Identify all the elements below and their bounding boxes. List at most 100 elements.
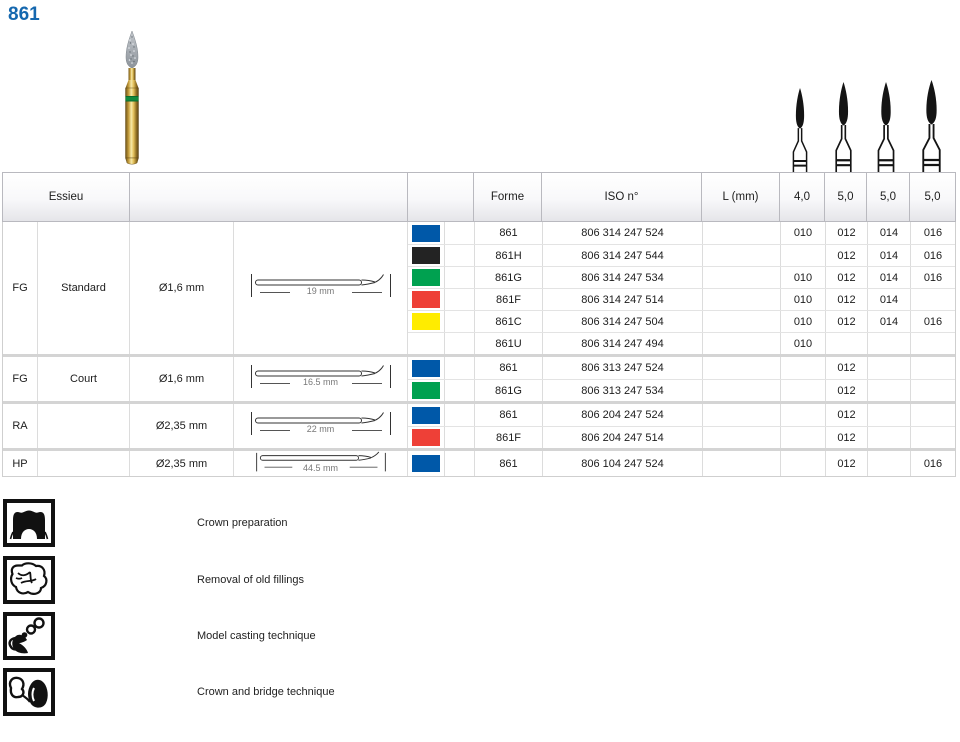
l-mm-cell (702, 289, 780, 310)
iso-number: 806 204 247 524 (542, 404, 702, 426)
forme-value: 861F (474, 427, 542, 448)
shaft-diagram: 44.5 mm (233, 451, 407, 476)
crown-preparation-icon (3, 499, 55, 547)
spacer-cell (444, 333, 474, 354)
product-row: 861F 806 204 247 514 012 (408, 426, 955, 448)
iso-number: 806 314 247 504 (542, 311, 702, 332)
header-size-4-0: 4,0 (779, 173, 824, 221)
l-mm-cell (702, 427, 780, 448)
forme-value: 861F (474, 289, 542, 310)
header-empty-1 (129, 173, 407, 221)
forme-value: 861G (474, 380, 542, 401)
bur-photo (125, 30, 139, 165)
shaft-length-label: 44.5 mm (302, 463, 338, 473)
size-cell: 012 (825, 289, 867, 310)
size-cell (910, 427, 955, 448)
size-cell: 012 (825, 222, 867, 244)
size-cell (867, 404, 910, 426)
l-mm-cell (702, 245, 780, 266)
header-iso: ISO n° (541, 173, 701, 221)
shaft-drawing-icon (250, 365, 391, 388)
size-cell: 016 (910, 222, 955, 244)
size-cell (780, 380, 825, 401)
shaft-drawing-icon (250, 412, 391, 435)
iso-number: 806 314 247 534 (542, 267, 702, 288)
shank-variant (37, 451, 129, 476)
iso-number: 806 313 247 524 (542, 357, 702, 379)
shank-type: FG (12, 282, 28, 294)
l-mm-cell (702, 267, 780, 288)
color-swatch (412, 406, 440, 424)
header-size-5-0a: 5,0 (824, 173, 866, 221)
diameter-value: Ø1,6 mm (129, 222, 233, 354)
bur-silhouette-5-0a (835, 82, 852, 172)
size-cell: 010 (780, 222, 825, 244)
legend-item: Crown and bridge technique (3, 668, 335, 716)
color-swatch (412, 429, 440, 446)
l-mm-cell (702, 357, 780, 379)
header-size-5-0b: 5,0 (866, 173, 909, 221)
color-swatch (412, 359, 440, 377)
size-cell: 012 (825, 357, 867, 379)
legend-label: Removal of old fillings (197, 574, 304, 586)
table-body: FG Standard Ø1,6 mm 19 mm (2, 222, 956, 477)
size-cell: 016 (910, 267, 955, 288)
size-cell (910, 333, 955, 354)
table-block-hp: HP Ø2,35 mm 44.5 mm (3, 448, 955, 476)
size-cell: 014 (867, 267, 910, 288)
color-swatch (412, 382, 440, 399)
shank-variant (37, 404, 129, 448)
l-mm-cell (702, 311, 780, 332)
shaft-diagram: 22 mm (233, 404, 407, 448)
shank-variant: Standard (37, 222, 129, 354)
diameter-value: Ø2,35 mm (129, 451, 233, 476)
legend-item: Removal of old fillings (3, 556, 304, 604)
size-cell (910, 380, 955, 401)
size-cell (780, 451, 825, 476)
shank-type: RA (12, 420, 28, 432)
header-forme: Forme (473, 173, 541, 221)
size-cell: 010 (780, 311, 825, 332)
removal-of-old-fillings-icon (3, 556, 55, 604)
spacer-cell (444, 404, 474, 426)
header-size-5-0c: 5,0 (909, 173, 955, 221)
size-cell: 014 (867, 311, 910, 332)
shank-type: HP (12, 457, 28, 470)
size-cell (867, 451, 910, 476)
color-swatch (412, 224, 440, 242)
forme-value: 861 (474, 357, 542, 379)
color-swatch (412, 313, 440, 330)
spacer-cell (444, 267, 474, 288)
shaft-drawing-icon (250, 274, 391, 297)
iso-number: 806 314 247 514 (542, 289, 702, 310)
size-cell: 014 (867, 289, 910, 310)
header-l-mm: L (mm) (701, 173, 779, 221)
size-cell (867, 357, 910, 379)
shaft-length-label: 16.5 mm (302, 377, 338, 387)
forme-value: 861H (474, 245, 542, 266)
size-cell: 010 (780, 267, 825, 288)
spacer-cell (444, 357, 474, 379)
color-swatch (412, 269, 440, 286)
product-row: 861G 806 313 247 534 012 (408, 379, 955, 401)
size-cell: 012 (825, 380, 867, 401)
spacer-cell (444, 222, 474, 244)
size-cell: 010 (780, 333, 825, 354)
iso-number: 806 314 247 524 (542, 222, 702, 244)
l-mm-cell (702, 222, 780, 244)
product-row: 861F 806 314 247 514 010 012 014 (408, 288, 955, 310)
spacer-cell (444, 311, 474, 332)
product-row: 861 806 104 247 524 012 016 (408, 451, 955, 476)
legend-item: Crown preparation (3, 499, 288, 547)
size-cell (780, 427, 825, 448)
iso-number: 806 104 247 524 (542, 451, 702, 476)
product-row: 861U 806 314 247 494 010 (408, 332, 955, 354)
size-cell: 012 (825, 267, 867, 288)
product-row: 861 806 313 247 524 012 (408, 357, 955, 379)
header-empty-2 (407, 173, 473, 221)
shaft-length-label: 19 mm (306, 286, 335, 296)
spacer-cell (444, 289, 474, 310)
product-row: 861 806 204 247 524 012 (408, 404, 955, 426)
l-mm-cell (702, 333, 780, 354)
